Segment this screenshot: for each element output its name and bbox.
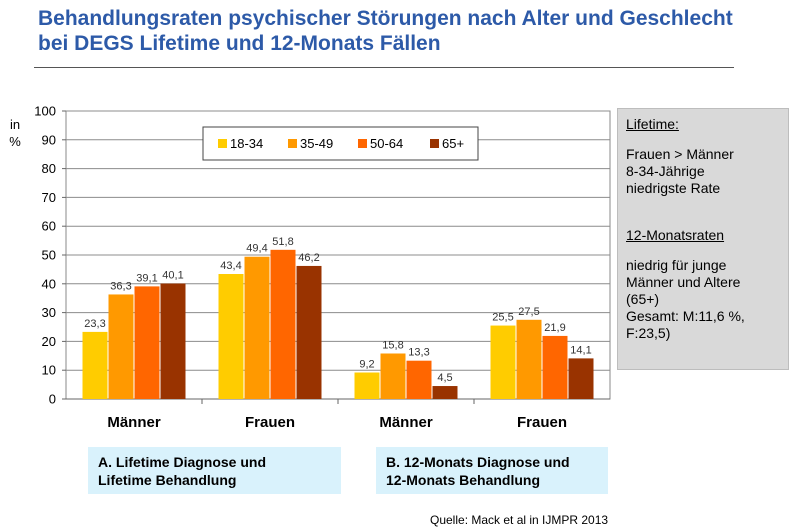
legend-swatch-65+ bbox=[430, 139, 439, 148]
y-tick-label: 30 bbox=[42, 305, 56, 320]
data-label: 39,1 bbox=[136, 272, 157, 284]
bar-35-49-3 bbox=[516, 319, 542, 399]
title-divider bbox=[34, 67, 734, 68]
bar-18-34-2 bbox=[354, 372, 380, 399]
bar-18-34-1 bbox=[218, 274, 244, 399]
data-label: 23,3 bbox=[84, 318, 105, 330]
lifetime-text: Frauen > Männer 8-34-Jährige niedrigste … bbox=[626, 146, 734, 196]
y-tick-label: 40 bbox=[42, 276, 56, 291]
data-label: 14,1 bbox=[570, 344, 591, 356]
bar-18-34-0 bbox=[82, 331, 108, 399]
bar-65+-1 bbox=[296, 265, 322, 399]
data-label: 40,1 bbox=[162, 270, 183, 282]
legend-label-18-34: 18-34 bbox=[230, 136, 263, 151]
legend-swatch-50-64 bbox=[358, 139, 367, 148]
y-tick-label: 80 bbox=[42, 161, 56, 176]
legend-label-35-49: 35-49 bbox=[300, 136, 333, 151]
x-tick-label: Frauen bbox=[517, 414, 567, 431]
legend-swatch-18-34 bbox=[218, 139, 227, 148]
data-label: 27,5 bbox=[518, 306, 539, 318]
bar-50-64-2 bbox=[406, 360, 432, 399]
y-tick-label: 0 bbox=[49, 392, 56, 407]
bar-50-64-3 bbox=[542, 335, 568, 399]
findings-box: Lifetime: Frauen > Männer 8-34-Jährige n… bbox=[617, 108, 789, 370]
data-label: 46,2 bbox=[298, 252, 319, 264]
source-note: Quelle: Mack et al in IJMPR 2013 bbox=[430, 513, 609, 527]
bar-18-34-3 bbox=[490, 325, 516, 399]
bar-35-49-0 bbox=[108, 294, 134, 399]
data-label: 15,8 bbox=[382, 339, 403, 351]
y-tick-label: 70 bbox=[42, 190, 56, 205]
bar-65+-0 bbox=[160, 283, 186, 399]
y-axis-unit: in % bbox=[9, 117, 21, 149]
bar-35-49-2 bbox=[380, 353, 406, 399]
y-tick-label: 50 bbox=[42, 248, 56, 263]
data-label: 13,3 bbox=[408, 347, 429, 359]
data-label: 9,2 bbox=[359, 359, 374, 371]
data-label: 51,8 bbox=[272, 236, 293, 248]
data-label: 36,3 bbox=[110, 280, 131, 292]
caption-lifetime: A. Lifetime Diagnose und Lifetime Behand… bbox=[88, 447, 341, 494]
monthly-heading: 12-Monatsraten bbox=[626, 227, 725, 243]
y-tick-label: 90 bbox=[42, 132, 56, 147]
data-label: 43,4 bbox=[220, 260, 241, 272]
y-tick-label: 100 bbox=[34, 104, 56, 119]
bar-65+-3 bbox=[568, 358, 594, 399]
y-tick-label: 10 bbox=[42, 363, 56, 378]
bar-50-64-1 bbox=[270, 249, 296, 399]
data-label: 21,9 bbox=[544, 322, 565, 334]
data-label: 4,5 bbox=[437, 372, 452, 384]
legend-label-65+: 65+ bbox=[442, 136, 464, 151]
y-tick-label: 20 bbox=[42, 334, 56, 349]
bar-35-49-1 bbox=[244, 256, 270, 399]
caption-12-monats: B. 12-Monats Diagnose und 12-Monats Beha… bbox=[376, 447, 608, 494]
page-title: Behandlungsraten psychischer Störungen n… bbox=[38, 7, 733, 55]
y-tick-label: 60 bbox=[42, 219, 56, 234]
legend-label-50-64: 50-64 bbox=[370, 136, 403, 151]
x-tick-label: Männer bbox=[107, 414, 161, 431]
bar-50-64-0 bbox=[134, 286, 160, 399]
monthly-text: niedrig für junge Männer und Altere (65+… bbox=[626, 257, 745, 341]
data-label: 25,5 bbox=[492, 312, 513, 324]
x-tick-label: Männer bbox=[379, 414, 433, 431]
bar-65+-2 bbox=[432, 386, 458, 399]
lifetime-heading: Lifetime: bbox=[626, 116, 679, 132]
x-tick-label: Frauen bbox=[245, 414, 295, 431]
legend-swatch-35-49 bbox=[288, 139, 297, 148]
data-label: 49,4 bbox=[246, 243, 267, 255]
